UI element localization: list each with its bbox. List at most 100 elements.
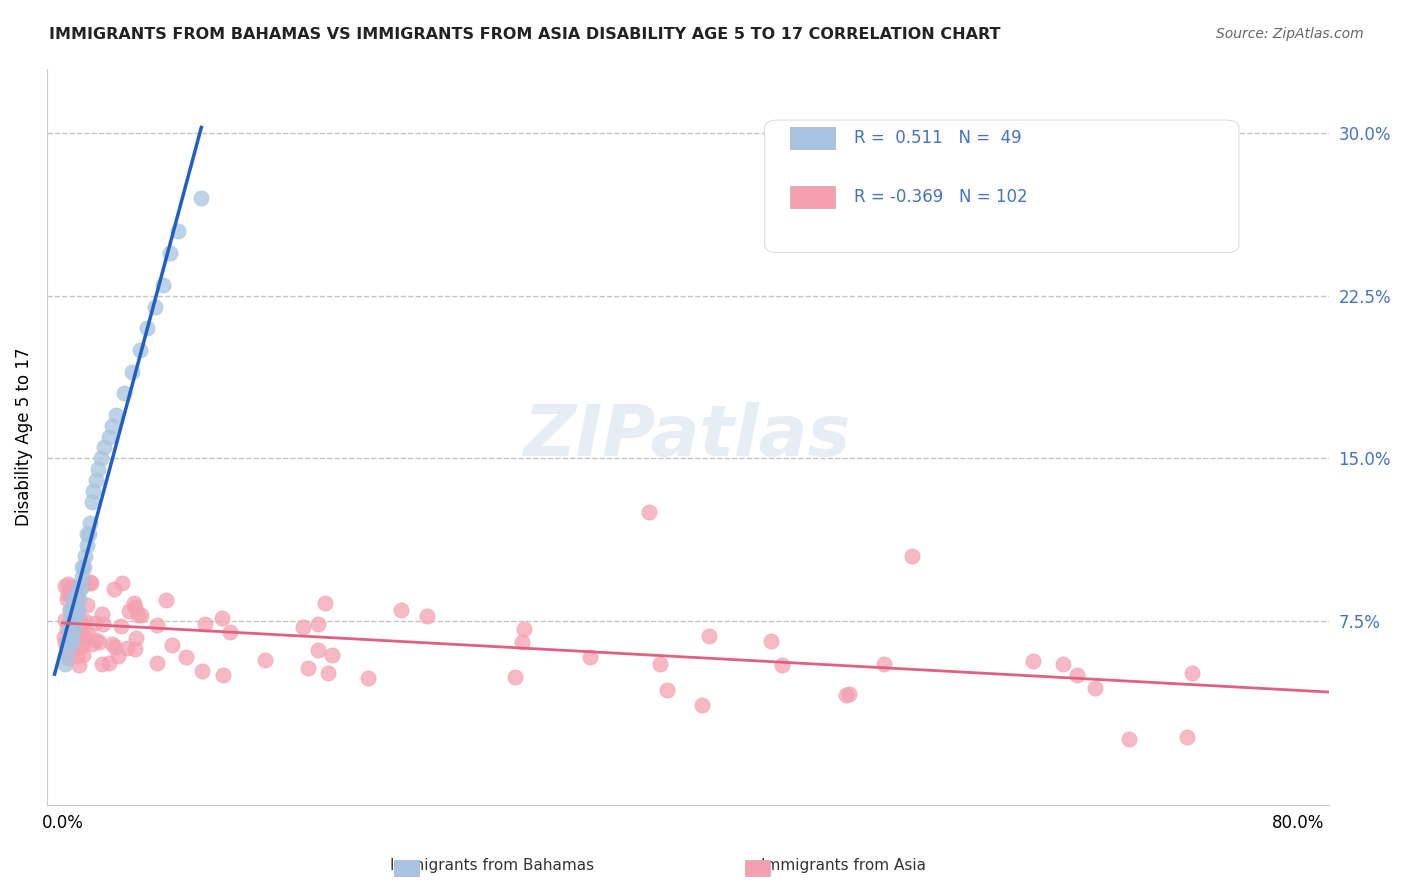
Point — [66, 587, 89, 601]
Point — [124, 599, 146, 614]
Point — [60, 641, 83, 656]
Point — [127, 607, 149, 622]
Point — [648, 657, 671, 672]
Point — [112, 386, 135, 401]
Text: Immigrants from Bahamas: Immigrants from Bahamas — [389, 858, 595, 872]
Point — [66, 583, 89, 598]
Point — [117, 640, 139, 655]
Point — [53, 613, 76, 627]
Point — [159, 245, 181, 260]
Text: Source: ZipAtlas.com: Source: ZipAtlas.com — [1216, 27, 1364, 41]
Point — [838, 687, 860, 701]
Point — [190, 191, 212, 205]
Point — [56, 646, 79, 660]
Point — [77, 527, 100, 541]
Point — [60, 635, 83, 649]
Point — [146, 657, 169, 671]
Point — [58, 577, 80, 591]
Point — [79, 574, 101, 589]
Point — [59, 588, 82, 602]
Point — [104, 640, 127, 655]
Point — [80, 494, 103, 508]
Point — [67, 657, 90, 672]
Point — [66, 621, 89, 635]
Point — [1175, 730, 1198, 744]
Point — [770, 657, 793, 672]
FancyBboxPatch shape — [790, 128, 835, 150]
Point — [63, 614, 86, 628]
Point — [70, 581, 93, 595]
Point — [101, 637, 124, 651]
Point — [1181, 666, 1204, 681]
Point — [697, 629, 720, 643]
Point — [124, 642, 146, 657]
Point — [73, 559, 96, 574]
Point — [160, 638, 183, 652]
Point — [655, 682, 678, 697]
Point — [211, 668, 233, 682]
Point — [59, 614, 82, 628]
Point — [1021, 654, 1043, 668]
Point — [75, 549, 97, 563]
Point — [56, 643, 79, 657]
Point — [152, 278, 174, 293]
Point — [60, 581, 83, 595]
Point — [72, 559, 94, 574]
Point — [1118, 731, 1140, 746]
Point — [110, 619, 132, 633]
Point — [56, 638, 79, 652]
Point — [53, 635, 76, 649]
Point — [66, 603, 89, 617]
Point — [73, 629, 96, 643]
Point — [510, 635, 533, 649]
Text: ZIPatlas: ZIPatlas — [524, 402, 852, 471]
Point — [191, 664, 214, 678]
Point — [84, 473, 107, 487]
Point — [69, 614, 91, 628]
Point — [67, 592, 90, 607]
Point — [129, 608, 152, 623]
Y-axis label: Disability Age 5 to 17: Disability Age 5 to 17 — [15, 347, 32, 526]
Point — [297, 661, 319, 675]
Point — [873, 657, 896, 672]
Point — [128, 343, 150, 357]
Point — [87, 462, 110, 476]
Point — [70, 622, 93, 636]
Point — [105, 408, 128, 422]
Text: R =  0.511   N =  49: R = 0.511 N = 49 — [855, 129, 1022, 147]
Point — [59, 635, 82, 649]
Point — [835, 688, 858, 702]
Point — [314, 596, 336, 610]
Point — [307, 616, 329, 631]
Point — [513, 622, 536, 636]
Point — [218, 625, 240, 640]
Point — [415, 609, 437, 624]
Point — [56, 650, 79, 665]
Point — [56, 591, 79, 606]
Point — [638, 505, 661, 519]
Text: Immigrants from Asia: Immigrants from Asia — [761, 858, 927, 872]
FancyBboxPatch shape — [790, 186, 835, 209]
Point — [211, 610, 233, 624]
Point — [62, 611, 84, 625]
Point — [65, 631, 87, 645]
Point — [59, 603, 82, 617]
Point — [53, 578, 76, 592]
Point — [136, 321, 159, 335]
Point — [91, 616, 114, 631]
Point — [1052, 657, 1074, 672]
Point — [58, 624, 80, 639]
Point — [579, 649, 602, 664]
Point — [59, 603, 82, 617]
Point — [111, 576, 134, 591]
Point — [66, 581, 89, 595]
Point — [65, 603, 87, 617]
Point — [122, 597, 145, 611]
Point — [107, 648, 129, 663]
Point — [55, 657, 77, 671]
Point — [66, 638, 89, 652]
Point — [97, 429, 120, 443]
Point — [93, 441, 115, 455]
Point — [62, 624, 84, 639]
Text: R = -0.369   N = 102: R = -0.369 N = 102 — [855, 188, 1028, 206]
